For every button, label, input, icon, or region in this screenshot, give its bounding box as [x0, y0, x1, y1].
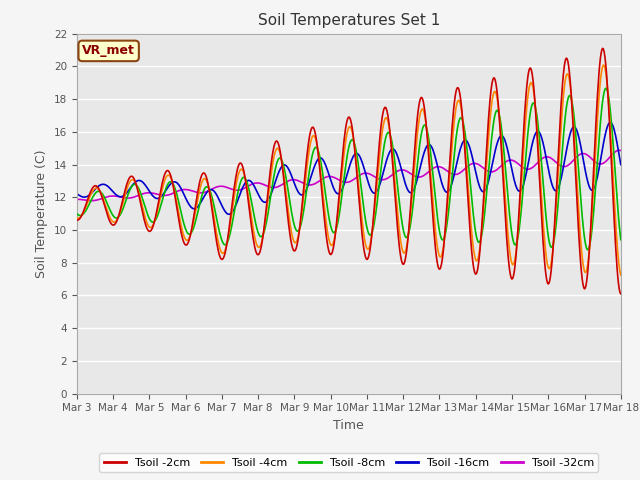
Legend: Tsoil -2cm, Tsoil -4cm, Tsoil -8cm, Tsoil -16cm, Tsoil -32cm: Tsoil -2cm, Tsoil -4cm, Tsoil -8cm, Tsoi… — [99, 453, 598, 472]
X-axis label: Time: Time — [333, 419, 364, 432]
Y-axis label: Soil Temperature (C): Soil Temperature (C) — [35, 149, 48, 278]
Text: VR_met: VR_met — [82, 44, 135, 58]
Title: Soil Temperatures Set 1: Soil Temperatures Set 1 — [258, 13, 440, 28]
